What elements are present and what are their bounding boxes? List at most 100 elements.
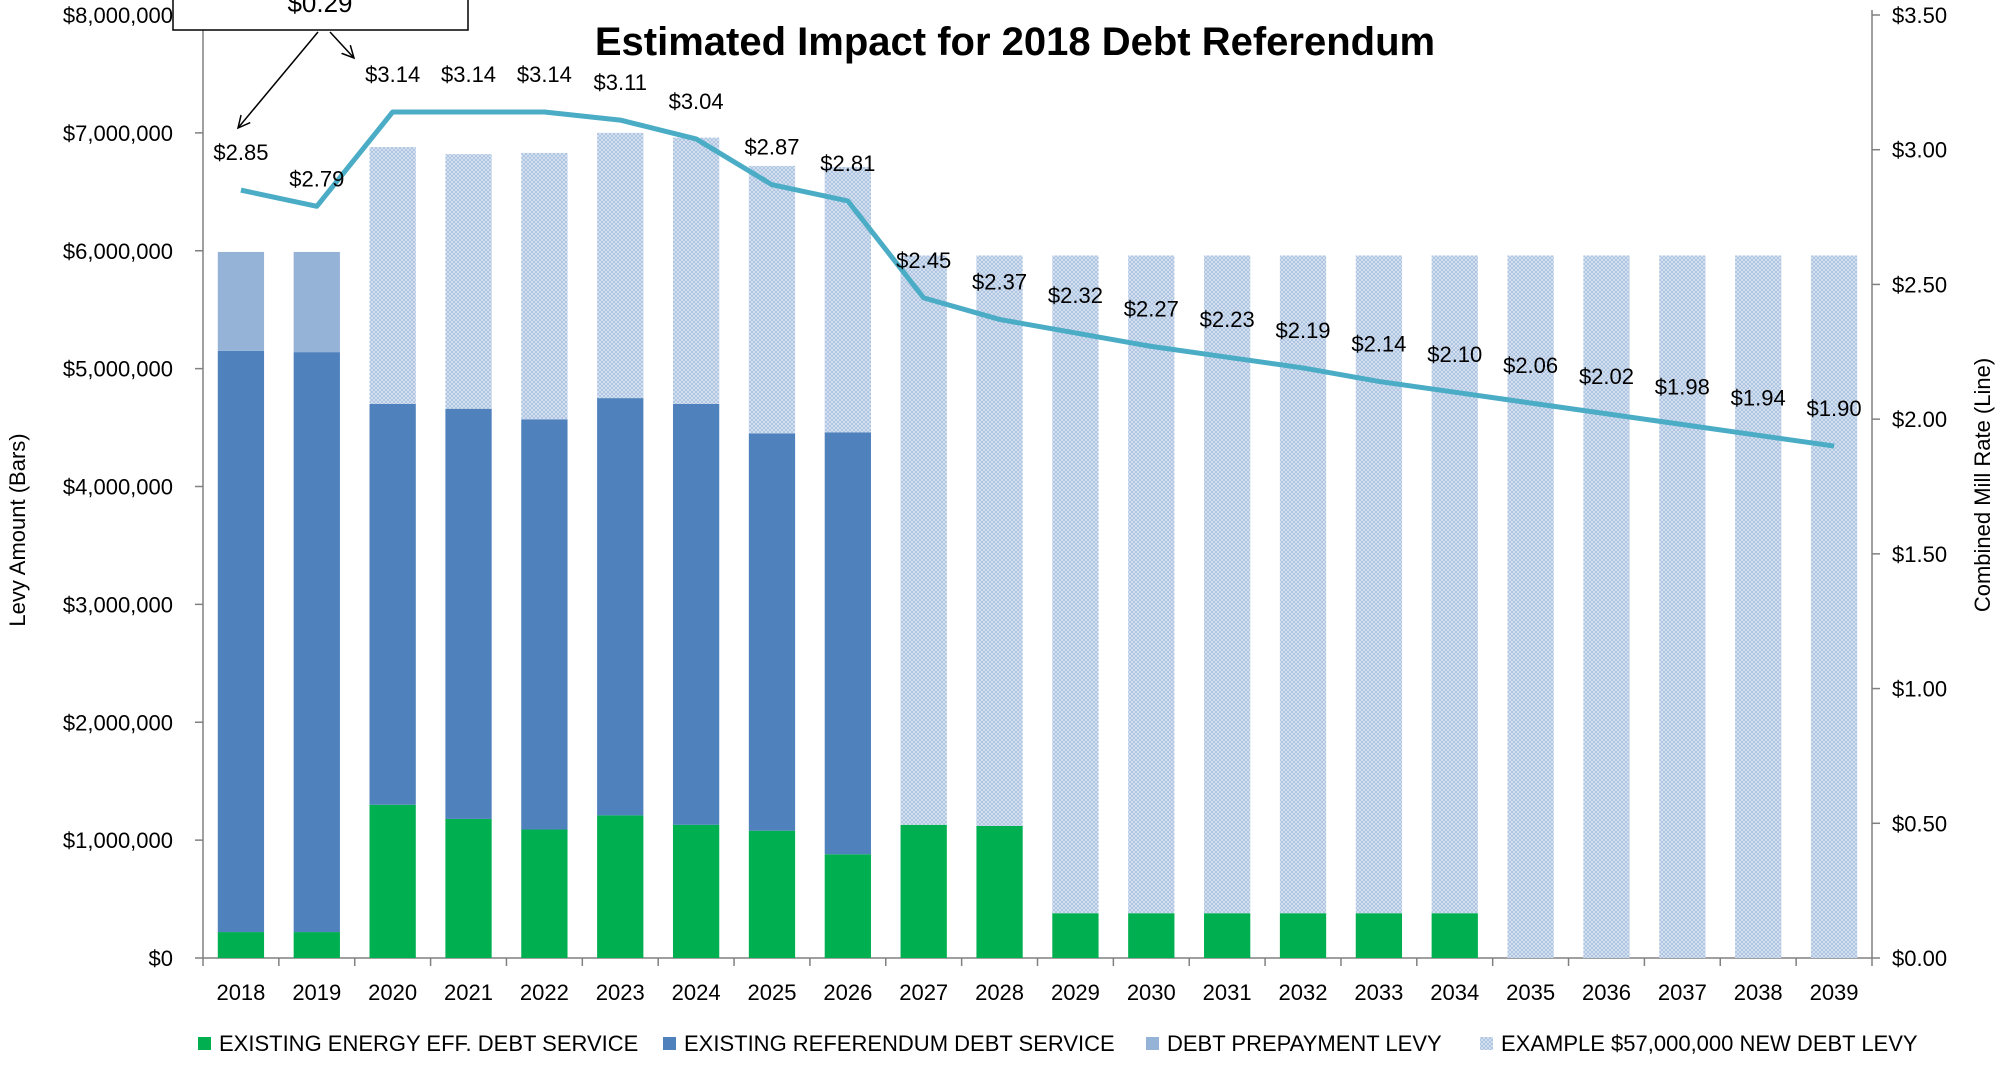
x-tick-label: 2036 (1582, 980, 1631, 1005)
legend-label-s2: EXISTING REFERENDUM DEBT SERVICE (684, 1031, 1115, 1056)
x-tick-label: 2026 (823, 980, 872, 1005)
line-data-label: $2.19 (1275, 318, 1330, 343)
line-data-label: $2.32 (1048, 283, 1103, 308)
bar-segment-s4 (748, 165, 796, 434)
x-tick-label: 2037 (1658, 980, 1707, 1005)
line-data-label: $1.90 (1807, 396, 1862, 421)
right-tick-label: $0.50 (1892, 811, 1947, 836)
bar-segment-s2 (293, 352, 340, 933)
mill-rate-line (240, 109, 1835, 449)
bar-segment-s3 (217, 251, 265, 351)
callout-text: $0.29 (287, 0, 352, 18)
bar-segment-s4 (521, 152, 568, 420)
x-tick-label: 2034 (1430, 980, 1479, 1005)
right-axis: $0.00 $0.50 $1.00 $1.50 $2.00 $2.50 $3.00 $3.50 (1871, 3, 1947, 971)
bar-segment-s1 (976, 825, 1023, 958)
bar-segment-s1 (1128, 913, 1175, 958)
line-data-label: $3.14 (441, 62, 496, 87)
bar-segment-s1 (1052, 913, 1099, 958)
line-data-label: $3.14 (365, 62, 420, 87)
callout-arrow-left (238, 31, 319, 128)
right-tick-label: $2.00 (1892, 407, 1947, 432)
bar-segment-s4 (1052, 255, 1099, 914)
left-tick-label: $2,000,000 (63, 710, 173, 735)
right-tick-label: $3.50 (1892, 3, 1947, 28)
bar-series (217, 132, 1858, 959)
bar-segment-s4 (1735, 255, 1782, 959)
right-tick-label: $2.50 (1892, 272, 1947, 297)
legend-label-s4: EXAMPLE $57,000,000 NEW DEBT LEVY (1501, 1031, 1918, 1056)
bar-segment-s1 (1431, 913, 1478, 958)
bar-segment-s1 (1279, 913, 1327, 958)
line-data-label: $2.23 (1200, 307, 1255, 332)
bar-segment-s1 (597, 815, 644, 958)
x-tick-label: 2039 (1810, 980, 1859, 1005)
x-tick-label: 2024 (672, 980, 721, 1005)
bar-segment-s2 (748, 433, 796, 831)
bar-segment-s1 (293, 932, 340, 958)
bar-segment-s4 (672, 137, 720, 404)
chart-title: Estimated Impact for 2018 Debt Referendu… (595, 20, 1435, 64)
line-data-label: $2.14 (1351, 331, 1406, 356)
right-tick-label: $1.00 (1892, 677, 1947, 702)
bar-segment-s1 (824, 854, 871, 958)
line-data-label: $2.45 (896, 248, 951, 273)
bar-segment-s4 (900, 255, 947, 825)
x-tick-label: 2020 (368, 980, 417, 1005)
left-tick-label: $4,000,000 (63, 475, 173, 500)
bar-segment-s2 (597, 398, 644, 816)
callout-annotation: $0.29 (172, 0, 469, 128)
bar-segment-s1 (521, 829, 568, 958)
x-tick-label: 2030 (1127, 980, 1176, 1005)
x-tick-label: 2031 (1203, 980, 1252, 1005)
line-data-label: $2.06 (1503, 353, 1558, 378)
mill-rate-labels: $2.85 $2.79 $3.14 $3.14 $3.14 $3.11 $3.04 $2.87… (213, 62, 1861, 421)
callout-box (172, 0, 469, 31)
right-tick-label: $1.50 (1892, 542, 1947, 567)
x-tick-label: 2028 (975, 980, 1024, 1005)
line-data-label: $2.85 (213, 140, 268, 165)
bar-segment-s4 (369, 147, 416, 404)
legend: EXISTING ENERGY EFF. DEBT SERVICE EXISTIN… (198, 1031, 1918, 1056)
bar-segment-s4 (1204, 255, 1251, 914)
bar-segment-s4 (824, 167, 871, 433)
bar-segment-s1 (672, 824, 720, 958)
bar-segment-s4 (1355, 255, 1403, 914)
line-data-label: $2.10 (1427, 342, 1482, 367)
bar-segment-s1 (900, 824, 947, 958)
x-tick-label: 2027 (899, 980, 948, 1005)
bar-segment-s1 (1204, 913, 1251, 958)
line-data-label: $1.94 (1731, 385, 1786, 410)
bar-segment-s3 (293, 251, 340, 353)
y-axis-title: Levy Amount (Bars) (5, 433, 30, 626)
line-data-label: $2.81 (820, 151, 875, 176)
x-tick-label: 2018 (216, 980, 265, 1005)
x-tick-label: 2023 (596, 980, 645, 1005)
left-tick-label: $3,000,000 (63, 592, 173, 617)
line-data-label: $2.27 (1124, 296, 1179, 321)
x-tick-label: 2019 (292, 980, 341, 1005)
legend-swatch-s1 (198, 1037, 211, 1050)
legend-swatch-s4 (1480, 1037, 1493, 1050)
bar-segment-s1 (445, 818, 492, 958)
x-tick-label: 2032 (1279, 980, 1328, 1005)
legend-label-s3: DEBT PREPAYMENT LEVY (1167, 1031, 1442, 1056)
legend-label-s1: EXISTING ENERGY EFF. DEBT SERVICE (219, 1031, 638, 1056)
line-data-label: $1.98 (1655, 375, 1710, 400)
x-tick-label: 2021 (444, 980, 493, 1005)
bar-segment-s4 (597, 132, 644, 399)
line-data-label: $2.37 (972, 269, 1027, 294)
x-axis: 2018 2019 2020 2021 2022 2023 2024 2025 2026 2027… (202, 957, 1873, 1005)
left-tick-label: $1,000,000 (63, 828, 173, 853)
mill-rate-polyline (240, 109, 1835, 449)
bar-segment-s4 (1279, 255, 1327, 914)
bar-segment-s1 (217, 932, 265, 958)
x-tick-label: 2025 (748, 980, 797, 1005)
legend-swatch-s2 (663, 1037, 676, 1050)
bar-segment-s2 (369, 403, 416, 805)
bar-segment-s1 (748, 830, 796, 958)
line-data-label: $2.79 (289, 166, 344, 191)
bar-segment-s4 (1431, 255, 1478, 914)
bar-segment-s4 (1128, 255, 1175, 914)
